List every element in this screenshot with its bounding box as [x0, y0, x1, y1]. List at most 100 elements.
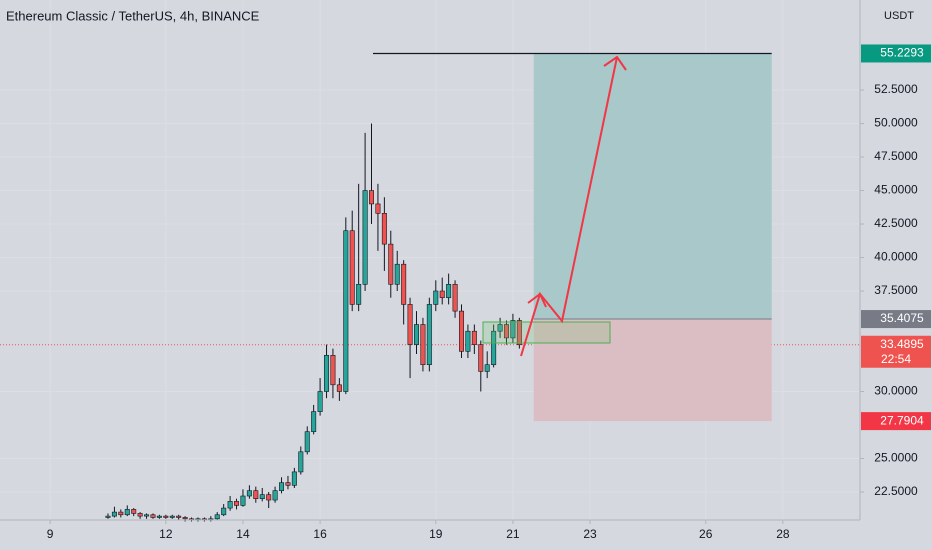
- candle-body: [465, 330, 471, 352]
- x-tick-label: 12: [159, 527, 173, 541]
- candle-body: [368, 190, 374, 205]
- candle-body: [401, 263, 407, 305]
- entry-badge-bg: [861, 310, 931, 329]
- candle-body: [246, 490, 252, 497]
- candle-body: [433, 290, 439, 305]
- y-tick-label: 47.5000: [874, 149, 918, 163]
- axes: 22.5000 25.0000 30.0000 37.5000 40.0000 42.50…: [47, 44, 931, 541]
- y-tick-label: 52.5000: [874, 82, 918, 96]
- candle-body: [118, 511, 124, 516]
- chart-title: Ethereum Classic / TetherUS, 4h, BINANCE: [6, 8, 260, 23]
- candle-body: [362, 190, 368, 285]
- unit-label: USDT: [884, 10, 914, 22]
- candle-body: [124, 509, 130, 516]
- candle-body: [497, 324, 503, 332]
- y-tick-label: 25.0000: [874, 451, 918, 465]
- candle-body: [330, 355, 336, 386]
- candle-body: [253, 490, 259, 499]
- candle-body: [394, 263, 400, 285]
- candle-body: [484, 364, 490, 372]
- arrow-head: [603, 55, 627, 71]
- candle-body: [375, 203, 381, 214]
- candle-body: [304, 431, 310, 453]
- candle-body: [156, 515, 162, 518]
- y-tick-label: 40.0000: [874, 250, 918, 264]
- candle-body: [163, 515, 169, 518]
- last-price-badge: 33.4895: [880, 337, 924, 351]
- candle-body: [111, 511, 117, 517]
- candle-body: [324, 355, 330, 392]
- candle-body: [221, 507, 227, 516]
- candle-body: [426, 304, 432, 366]
- x-tick-label: 14: [236, 527, 250, 541]
- candle-body: [503, 324, 509, 339]
- y-tick-label: 42.5000: [874, 216, 918, 230]
- candle-body: [176, 515, 182, 518]
- candles: [105, 123, 522, 522]
- x-tick-label: 23: [583, 527, 597, 541]
- target-badge: 55.2293: [880, 46, 924, 60]
- candle-body: [356, 284, 362, 305]
- candle-body: [439, 290, 445, 299]
- range-box: [482, 321, 611, 344]
- y-tick-label: 37.5000: [874, 283, 918, 297]
- y-tick-label: 30.0000: [874, 384, 918, 398]
- candle-body: [414, 324, 420, 345]
- stop-badge-bg: [861, 412, 931, 431]
- candle-body: [150, 514, 156, 518]
- candle-body: [516, 320, 522, 346]
- countdown: 22:54: [881, 352, 911, 366]
- candle-body: [471, 330, 477, 345]
- candle-body: [279, 482, 285, 491]
- candle-body: [381, 213, 387, 245]
- candle-body: [311, 411, 317, 433]
- candle-body: [459, 310, 465, 352]
- last-price-badge-bg: [861, 335, 931, 368]
- candle-body: [234, 501, 240, 506]
- candle-body: [336, 384, 342, 392]
- candle-body: [446, 284, 452, 299]
- candle-body: [478, 344, 484, 372]
- candle-body: [240, 495, 246, 506]
- candle-body: [452, 284, 458, 312]
- profit-zone: [533, 53, 772, 320]
- arrow-head: [527, 292, 547, 308]
- x-tick-label: 28: [776, 527, 790, 541]
- entry-badge: 35.4075: [880, 311, 924, 325]
- loss-zone: [533, 319, 772, 422]
- x-tick-label: 21: [506, 527, 520, 541]
- x-tick-label: 26: [699, 527, 713, 541]
- candle-body: [227, 501, 233, 509]
- candle-body: [285, 482, 291, 486]
- x-tick-label: 19: [429, 527, 443, 541]
- candle-body: [272, 490, 278, 501]
- y-tick-label: 50.0000: [874, 116, 918, 130]
- candle-body: [131, 509, 137, 514]
- target-badge-bg: [861, 44, 931, 63]
- candle-body: [317, 391, 323, 412]
- candle-body: [214, 514, 220, 520]
- candle-body: [266, 494, 272, 501]
- arrows: [520, 55, 627, 357]
- stop-badge: 27.7904: [880, 413, 924, 427]
- x-tick-label: 16: [313, 527, 327, 541]
- position-tool: [373, 52, 772, 422]
- candle-body: [420, 324, 426, 366]
- candle-body: [137, 513, 143, 517]
- candle-body: [298, 451, 304, 473]
- candle-body: [491, 330, 497, 366]
- candle-body: [343, 230, 349, 392]
- candle-body: [510, 320, 516, 339]
- candle-body: [105, 515, 111, 518]
- candle-body: [182, 517, 188, 520]
- y-tick-label: 45.0000: [874, 183, 918, 197]
- candle-body: [291, 471, 297, 486]
- path-arrow: [520, 56, 618, 357]
- candle-body: [259, 494, 265, 499]
- candle-body: [349, 230, 355, 305]
- candle-body: [144, 514, 150, 517]
- candle-body: [407, 304, 413, 345]
- y-tick-label: 22.5000: [874, 484, 918, 498]
